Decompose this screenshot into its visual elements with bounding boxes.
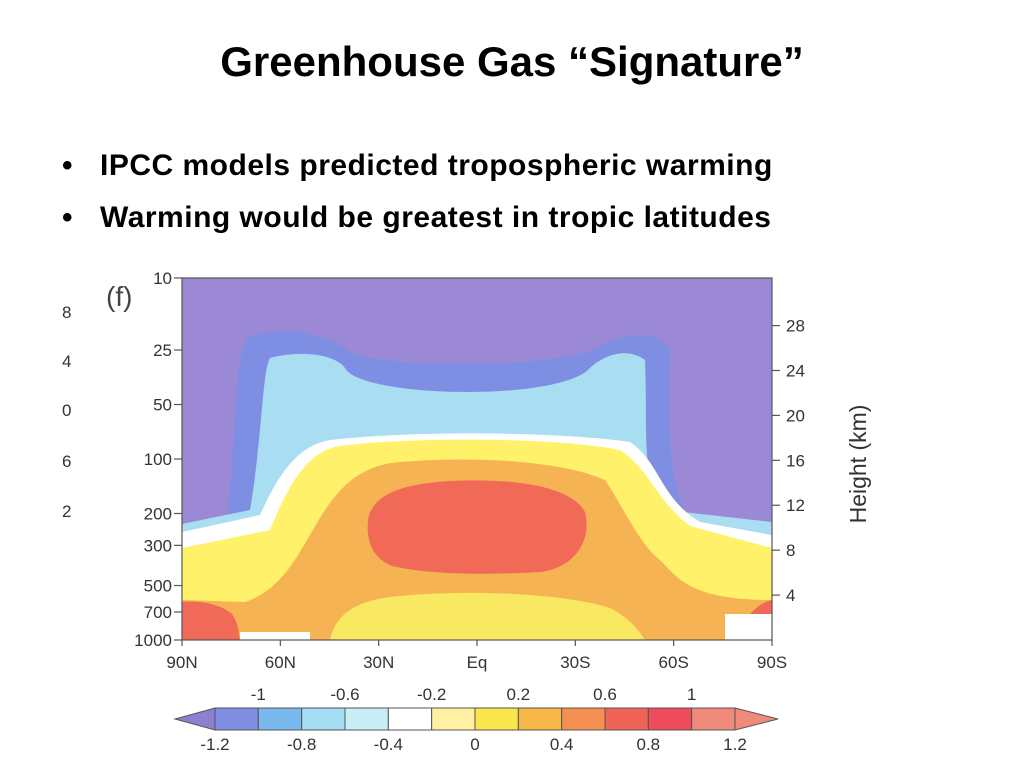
colorbar-extend-right [734, 707, 779, 731]
y-left-tick-label: 700 [144, 603, 172, 622]
bullet-list: • IPCC models predicted tropospheric warm… [62, 140, 773, 244]
x-tick-label: Eq [467, 653, 488, 672]
colorbar-bottom-label: 1.2 [723, 735, 747, 754]
y-axis-right-label: Height (km) [845, 405, 871, 524]
y-left-tick-label: 500 [144, 577, 172, 596]
y-right-tick-label: 24 [786, 361, 805, 380]
y-left-tick-label: 1000 [134, 631, 172, 650]
x-tick-label: 30S [560, 653, 590, 672]
colorbar-swatch [387, 707, 433, 731]
bullet-item: • IPCC models predicted tropospheric warm… [62, 140, 773, 192]
colorbar: -1 -0.6 -0.2 0.2 0.6 1 -1.2 -0.8 -0.4 0 0.4 0.8 1.2 [173, 685, 779, 754]
y-axis-left: 10 25 50 100 200 300 500 700 1000 [134, 269, 182, 650]
colorbar-swatch [431, 707, 476, 731]
bullet-item: • Warming would be greatest in tropic lat… [62, 192, 773, 244]
x-tick-label: 90N [166, 653, 197, 672]
colorbar-top-label: 0.6 [593, 685, 617, 704]
colorbar-extend-left [173, 707, 216, 731]
colorbar-bottom-label: -0.4 [374, 735, 403, 754]
x-axis: 90N 60N 30N Eq 30S 60S 90S [166, 640, 787, 672]
colorbar-swatch [604, 707, 649, 731]
y-left-tick-label: 25 [153, 341, 172, 360]
clipped-label: 8 [62, 303, 72, 322]
colorbar-swatch [344, 707, 389, 731]
clipped-label: 4 [62, 352, 72, 371]
field-blank-terrain [725, 614, 772, 640]
colorbar-top-label: -0.6 [330, 685, 359, 704]
slide-title: Greenhouse Gas “Signature” [220, 38, 804, 85]
colorbar-top-label: 0.2 [507, 685, 531, 704]
colorbar-top-label: 1 [687, 685, 696, 704]
panel-label: (f) [106, 281, 132, 312]
bullet-dot: • [62, 149, 74, 182]
colorbar-swatch [517, 707, 563, 731]
colorbar-top-label: -0.2 [417, 685, 446, 704]
colorbar-bottom-label: 0 [470, 735, 479, 754]
field-blank-terrain [240, 632, 310, 640]
clipped-label: 2 [62, 502, 72, 521]
colorbar-swatch [257, 707, 303, 731]
bullet-text: IPCC models predicted tropospheric warmi… [100, 149, 773, 182]
y-left-tick-label: 300 [144, 536, 172, 555]
y-right-tick-label: 16 [786, 451, 805, 470]
y-right-tick-label: 20 [786, 406, 805, 425]
y-left-tick-label: 50 [153, 396, 172, 415]
bullet-text: Warming would be greatest in tropic lati… [100, 201, 772, 234]
x-tick-label: 90S [757, 653, 787, 672]
field-band-red-surface-left [182, 601, 240, 640]
colorbar-swatch [214, 707, 259, 731]
colorbar-bottom-label: 0.4 [550, 735, 574, 754]
y-right-tick-label: 12 [786, 496, 805, 515]
colorbar-bottom-label: 0.8 [637, 735, 661, 754]
colorbar-top-label: -1 [251, 685, 266, 704]
field-band-red-core [367, 480, 587, 574]
y-right-tick-label: 28 [786, 317, 805, 336]
clipped-label: 0 [62, 401, 72, 420]
field-band-lower-yellow [330, 592, 645, 640]
colorbar-bottom-label: -0.8 [287, 735, 316, 754]
y-axis-right: 28 24 20 16 12 8 4 [772, 317, 805, 605]
x-tick-label: 60N [265, 653, 296, 672]
colorbar-swatch [301, 707, 346, 731]
y-left-tick-label: 100 [144, 450, 172, 469]
y-left-tick-label: 200 [144, 504, 172, 523]
y-right-tick-label: 4 [786, 586, 795, 605]
colorbar-swatch [691, 707, 736, 731]
x-tick-label: 60S [659, 653, 689, 672]
contour-fields [182, 278, 772, 640]
colorbar-bottom-label: -1.2 [200, 735, 229, 754]
clipped-label: 6 [62, 452, 72, 471]
colorbar-swatch [647, 707, 693, 731]
bullet-dot: • [62, 201, 74, 234]
x-tick-label: 30N [363, 653, 394, 672]
colorbar-swatch [474, 707, 519, 731]
y-right-tick-label: 8 [786, 541, 795, 560]
y-left-tick-label: 10 [153, 269, 172, 288]
colorbar-swatch [561, 707, 606, 731]
